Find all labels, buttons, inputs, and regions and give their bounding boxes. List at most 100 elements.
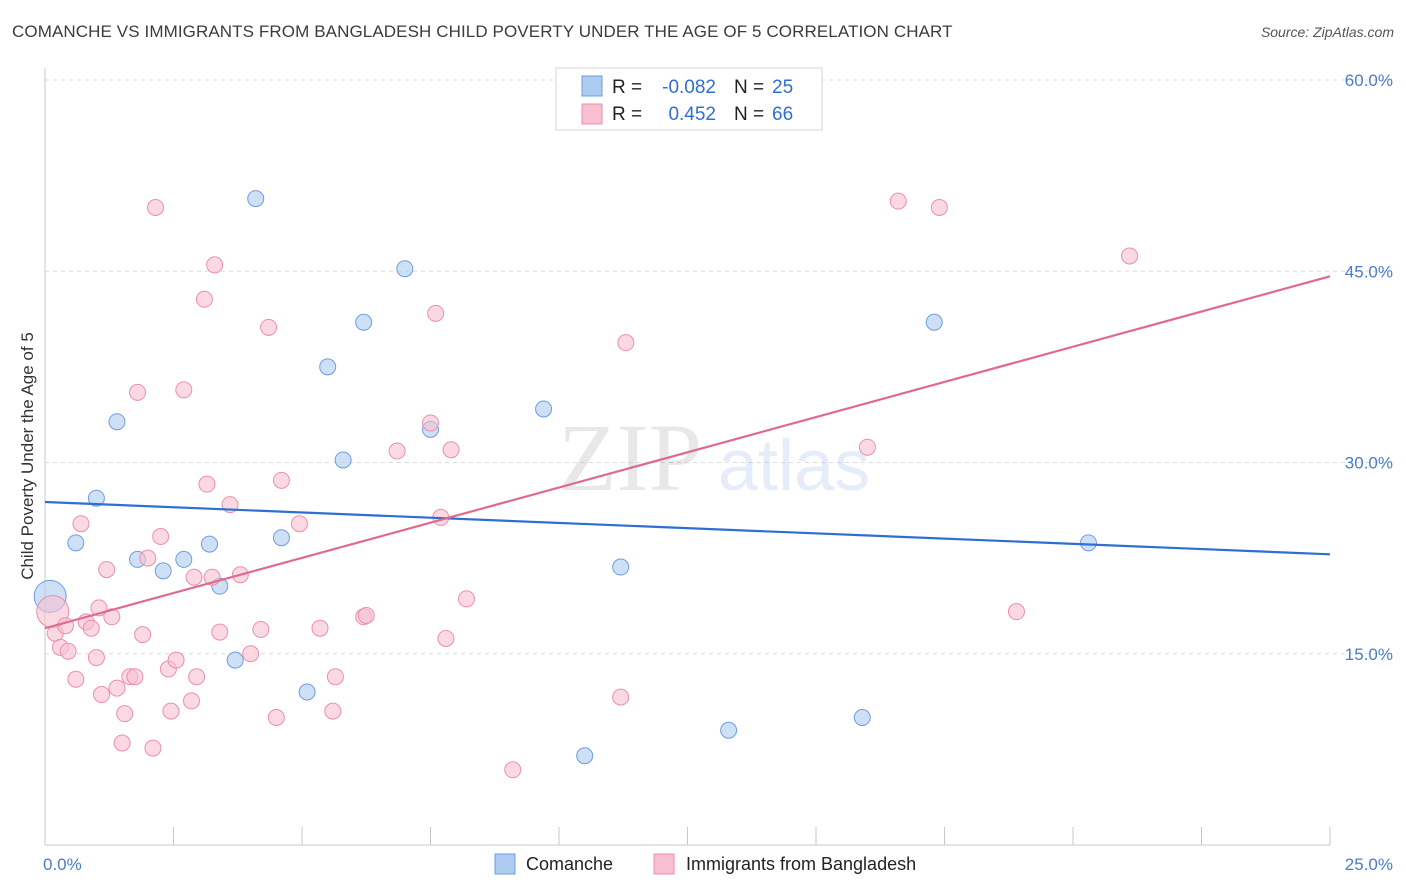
- tick-label-layer: 15.0% 30.0% 45.0% 60.0% 0.0% 25.0%: [43, 71, 1393, 874]
- point-bangladesh: [103, 608, 121, 626]
- bottom-legend: Comanche Immigrants from Bangladesh: [494, 853, 916, 875]
- axis-layer: [44, 68, 1331, 846]
- x-tick-label: 25.0%: [1345, 855, 1393, 874]
- legend-n-label-bangladesh: N =: [734, 104, 764, 125]
- point-bangladesh: [324, 702, 342, 720]
- points-layer: [33, 190, 1139, 779]
- point-bangladesh: [59, 642, 77, 660]
- point-comanche: [298, 683, 316, 701]
- point-bangladesh: [87, 649, 105, 667]
- point-comanche: [334, 451, 352, 469]
- trend-line-comanche: [44, 500, 1331, 556]
- point-bangladesh: [139, 549, 157, 567]
- point-bangladesh: [175, 381, 193, 399]
- point-comanche: [175, 550, 193, 568]
- point-bangladesh: [182, 692, 200, 710]
- point-bangladesh: [144, 739, 162, 757]
- point-bangladesh: [116, 705, 134, 723]
- point-bangladesh: [188, 668, 206, 686]
- legend-r-label-comanche: R =: [612, 77, 642, 98]
- y-tick-label: 60.0%: [1345, 71, 1393, 90]
- trend-layer: [44, 275, 1331, 630]
- point-bangladesh: [311, 619, 329, 637]
- chart-title: COMANCHE VS IMMIGRANTS FROM BANGLADESH C…: [12, 22, 953, 41]
- point-bangladesh: [162, 702, 180, 720]
- legend-swatch-comanche: [581, 75, 603, 97]
- point-bangladesh: [185, 568, 203, 586]
- point-bangladesh: [108, 679, 126, 697]
- point-comanche: [200, 535, 218, 553]
- y-tick-label: 15.0%: [1345, 645, 1393, 664]
- point-comanche: [576, 747, 594, 765]
- point-bangladesh: [858, 438, 876, 456]
- point-bangladesh: [442, 441, 460, 459]
- point-bangladesh: [422, 414, 439, 432]
- point-comanche: [1079, 534, 1097, 552]
- point-bangladesh: [98, 561, 116, 579]
- point-bangladesh: [427, 304, 445, 322]
- point-comanche: [853, 709, 871, 726]
- y-tick-label: 45.0%: [1345, 262, 1393, 281]
- point-comanche: [319, 358, 337, 376]
- point-bangladesh: [272, 471, 290, 489]
- point-bangladesh: [388, 442, 406, 460]
- point-comanche: [154, 562, 172, 580]
- point-bangladesh: [930, 199, 948, 216]
- legend-r-value-bangladesh: 0.452: [668, 104, 716, 125]
- point-bangladesh: [612, 688, 630, 706]
- point-bangladesh: [134, 626, 152, 644]
- bottom-legend-label-bangladesh: Immigrants from Bangladesh: [686, 854, 916, 874]
- y-tick-label: 30.0%: [1345, 454, 1393, 473]
- point-bangladesh: [82, 619, 100, 637]
- point-bangladesh: [167, 651, 185, 669]
- point-bangladesh: [242, 645, 260, 663]
- legend-r-label-bangladesh: R =: [612, 104, 642, 125]
- point-bangladesh: [147, 199, 165, 216]
- grid-layer: [45, 79, 1392, 655]
- point-bangladesh: [113, 734, 131, 752]
- point-bangladesh: [152, 527, 170, 545]
- watermark: ZIP atlas: [558, 404, 870, 511]
- point-bangladesh: [437, 629, 455, 647]
- legend-n-label-comanche: N =: [734, 77, 764, 98]
- point-bangladesh: [67, 670, 85, 688]
- point-bangladesh: [93, 686, 111, 704]
- point-comanche: [226, 651, 244, 669]
- y-axis-title: Child Poverty Under the Age of 5: [18, 332, 37, 580]
- source-label: Source: ZipAtlas.com: [1260, 24, 1394, 40]
- point-bangladesh: [260, 318, 278, 336]
- point-bangladesh: [211, 623, 229, 641]
- point-bangladesh: [504, 761, 522, 779]
- point-bangladesh: [326, 668, 344, 686]
- point-bangladesh: [129, 383, 147, 401]
- watermark-zip: ZIP: [558, 404, 702, 511]
- legend-r-value-comanche: -0.082: [662, 77, 716, 98]
- bottom-legend-swatch-comanche: [494, 853, 516, 875]
- point-bangladesh: [1121, 247, 1139, 265]
- point-bangladesh: [357, 607, 375, 624]
- point-bangladesh: [206, 256, 224, 274]
- bottom-legend-swatch-bangladesh: [653, 853, 675, 875]
- legend-n-value-comanche: 25: [772, 77, 793, 98]
- point-bangladesh: [126, 668, 144, 686]
- point-bangladesh: [252, 621, 270, 639]
- point-comanche: [355, 313, 373, 331]
- point-comanche: [396, 260, 414, 278]
- point-bangladesh: [290, 515, 308, 533]
- point-bangladesh: [72, 515, 90, 533]
- point-comanche: [247, 190, 265, 208]
- point-bangladesh: [617, 334, 635, 352]
- point-comanche: [87, 489, 105, 507]
- point-comanche: [272, 529, 290, 547]
- watermark-atlas: atlas: [718, 426, 870, 506]
- point-bangladesh: [267, 709, 285, 726]
- point-comanche: [108, 413, 126, 431]
- point-comanche: [720, 721, 738, 739]
- point-comanche: [612, 558, 630, 576]
- bottom-legend-label-comanche: Comanche: [526, 854, 613, 874]
- trend-line-bangladesh: [44, 275, 1331, 630]
- x-tick-label: 0.0%: [43, 855, 82, 874]
- legend-swatch-bangladesh: [581, 103, 603, 125]
- point-bangladesh: [889, 192, 907, 210]
